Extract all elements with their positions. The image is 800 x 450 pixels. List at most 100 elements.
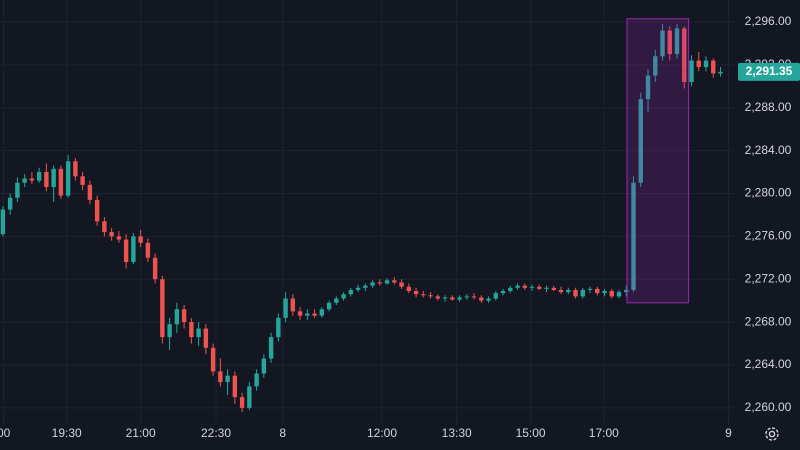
x-tick-label: 00 [0, 426, 11, 440]
candle-body [609, 291, 614, 297]
candle-body [210, 347, 216, 372]
x-tick-label: 13:30 [442, 426, 472, 440]
candle-body [334, 298, 339, 303]
candle-body [254, 373, 259, 387]
candle-body [29, 178, 35, 181]
candle-body [160, 279, 165, 338]
candle-body [326, 302, 332, 310]
candle-body [711, 60, 716, 74]
candle-body [442, 297, 448, 299]
candle-body [392, 280, 397, 283]
candle-body [348, 289, 354, 295]
y-tick-label: 2,280.00 [745, 186, 792, 200]
candle-body [602, 291, 607, 294]
candle-body [399, 282, 404, 287]
candle-body [36, 172, 42, 181]
candle-body [319, 309, 325, 316]
x-tick-label: 22:30 [201, 426, 231, 440]
candle-body [660, 30, 665, 57]
candle-body [355, 287, 361, 290]
candle-body [196, 328, 201, 338]
candle-body [261, 358, 267, 374]
candle-body [558, 289, 564, 293]
candle-body [674, 28, 680, 55]
candle-body [464, 296, 470, 298]
candle-body [94, 199, 100, 222]
y-tick-label: 2,264.00 [745, 357, 792, 371]
candle-body [471, 296, 477, 298]
candle-body [312, 313, 317, 316]
candle-body [363, 285, 368, 288]
candle-body [667, 30, 672, 55]
candle-body [225, 375, 230, 383]
candle-body [479, 297, 484, 301]
candle-body [167, 324, 172, 338]
candle-body [624, 289, 629, 293]
candle-body [276, 317, 281, 338]
candle-body [152, 257, 158, 280]
y-tick-label: 2,288.00 [745, 100, 792, 114]
candle-body [500, 291, 506, 294]
candle-body [566, 289, 571, 293]
current-price-label: 2,291.35 [746, 64, 793, 78]
x-tick-label: 8 [279, 426, 286, 440]
y-tick-label: 2,260.00 [745, 400, 792, 414]
candle-body [218, 371, 223, 383]
candle-body [138, 236, 143, 243]
candle-body [44, 172, 49, 188]
candle-body [123, 239, 129, 263]
candle-body [232, 375, 238, 398]
candle-body [529, 286, 535, 288]
candle-body [87, 184, 93, 200]
candle-body [515, 285, 520, 288]
candle-body [551, 287, 556, 290]
candle-body [131, 236, 136, 263]
candle-body [239, 397, 245, 408]
candle-body [116, 236, 122, 240]
candle-body [268, 337, 274, 359]
candle-body [203, 328, 209, 348]
x-tick-label: 21:00 [126, 426, 156, 440]
candle-body [341, 294, 346, 299]
candle-body [653, 56, 658, 76]
candle-body [645, 75, 651, 100]
candle-body [544, 287, 549, 289]
y-tick-label: 2,296.00 [745, 14, 792, 28]
candle-body [290, 298, 296, 312]
candle-body [305, 313, 310, 316]
candle-body [58, 168, 64, 196]
candle-body [377, 282, 383, 284]
candle-body [537, 286, 542, 289]
candle-body [486, 298, 491, 301]
candle-body [15, 182, 20, 198]
y-tick-label: 2,268.00 [745, 314, 792, 328]
candle-body [587, 288, 593, 290]
candle-body [80, 176, 85, 185]
candle-body [573, 289, 578, 297]
x-tick-label: 17:00 [589, 426, 619, 440]
candle-body [145, 242, 151, 258]
candle-body [428, 295, 433, 297]
y-tick-label: 2,276.00 [745, 229, 792, 243]
candle-body [493, 293, 498, 299]
candle-body [0, 209, 6, 235]
candle-body [616, 292, 622, 297]
candle-body [508, 287, 513, 292]
candle-body [65, 161, 71, 196]
candle-body [718, 71, 723, 74]
candle-body [283, 298, 288, 318]
candle-body [297, 311, 303, 316]
candle-body [638, 99, 643, 183]
candle-body [435, 296, 441, 299]
candle-body [406, 286, 412, 292]
settings-icon[interactable] [765, 427, 779, 441]
candle-body [580, 289, 585, 297]
candle-body [189, 322, 194, 338]
y-tick-label: 2,272.00 [745, 271, 792, 285]
candle-body [522, 285, 527, 288]
candle-body [689, 60, 694, 82]
candle-body [102, 221, 107, 233]
